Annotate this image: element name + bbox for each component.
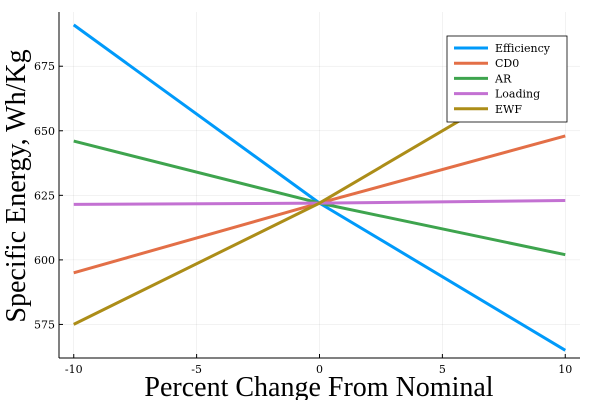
legend-label-ewf: EWF (495, 103, 522, 116)
legend-label-ar: AR (494, 72, 512, 85)
legend: Efficiency CD0 AR Loading EWF (446, 35, 568, 123)
y-tick-label: 650 (34, 125, 55, 138)
x-tick-label: 0 (316, 363, 323, 376)
x-axis-title: Percent Change From Nominal (144, 372, 493, 400)
legend-label-efficiency: Efficiency (495, 42, 551, 55)
y-tick-label: 675 (34, 60, 55, 73)
x-ticks: -10 -5 0 5 10 (65, 354, 572, 376)
series-lines (72, 23, 567, 352)
x-tick-label: 10 (558, 363, 572, 376)
x-tick-label: 5 (439, 363, 446, 376)
y-tick-label: 575 (34, 318, 55, 331)
y-tick-label: 600 (34, 254, 55, 267)
legend-label-loading: Loading (495, 88, 540, 101)
y-axis-title: Specific Energy, Wh/Kg (1, 49, 32, 322)
x-tick-label: -10 (65, 363, 83, 376)
y-tick-label: 625 (34, 189, 55, 202)
x-tick-label: -5 (191, 363, 202, 376)
legend-label-cd0: CD0 (495, 57, 519, 70)
y-ticks: 575 600 625 650 675 (34, 60, 63, 331)
